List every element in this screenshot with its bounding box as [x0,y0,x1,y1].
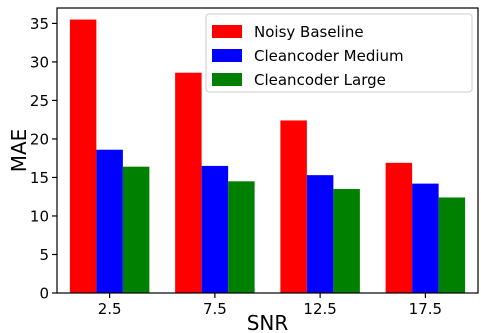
bars-layer [69,19,466,294]
y-axis-ticks: 0 5 10 15 20 25 30 35 [30,15,57,303]
y-tick-label: 0 [39,285,49,303]
bar-cleancoder-medium-17.5 [412,183,439,293]
legend-box [205,13,473,93]
legend-label: Noisy Baseline [254,23,364,41]
y-tick-label: 20 [30,130,49,148]
y-axis-label: MAE [7,129,31,173]
legend-label: Cleancoder Medium [254,47,404,65]
y-tick-label: 15 [30,169,49,187]
bar-cleancoder-medium-7.5 [201,165,229,293]
bar-cleancoder-large-12.5 [333,189,360,293]
legend-label: Cleancoder Large [254,71,386,89]
legend: Noisy Baseline Cleancoder Medium Cleancode… [205,13,473,93]
bar-cleancoder-large-7.5 [228,181,255,293]
y-tick-label: 25 [30,92,49,110]
legend-swatch [212,25,242,38]
x-axis-label: SNR [247,311,289,333]
legend-swatch [212,73,242,86]
x-axis-ticks: 2.5 7.5 12.5 17.5 [98,293,442,318]
bar-cleancoder-large-17.5 [438,197,466,293]
bar-noisy-baseline-2.5 [69,19,97,294]
bar-noisy-baseline-17.5 [385,162,413,293]
y-tick-label: 10 [30,207,49,225]
y-tick-label: 35 [30,15,49,33]
bar-cleancoder-medium-2.5 [96,149,123,293]
x-tick-label: 12.5 [303,300,336,318]
x-tick-label: 2.5 [98,300,122,318]
y-tick-label: 30 [30,53,49,71]
bar-cleancoder-large-2.5 [122,166,150,293]
bar-cleancoder-medium-12.5 [306,175,334,293]
bar-noisy-baseline-7.5 [175,72,202,294]
plot-frame [56,7,479,294]
x-tick-label: 7.5 [203,300,227,318]
x-tick-label: 17.5 [409,300,442,318]
y-tick-label: 5 [39,246,49,264]
legend-swatch [212,49,242,62]
bar-noisy-baseline-12.5 [280,120,307,293]
